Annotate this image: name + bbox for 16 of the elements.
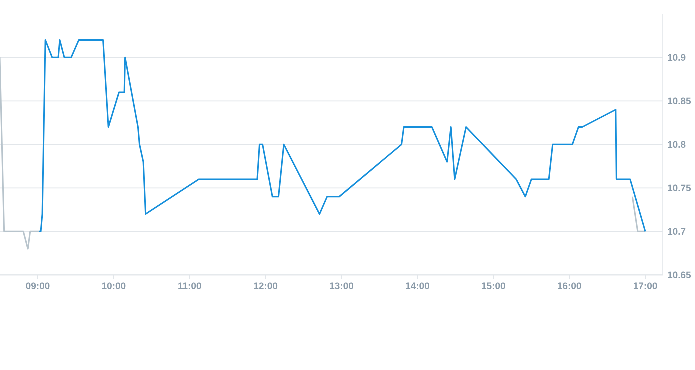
x-tick-label: 12:00	[254, 282, 278, 290]
x-tick-label: 09:00	[26, 282, 50, 290]
x-tick-label: 15:00	[482, 282, 506, 290]
x-tick-label: 17:00	[634, 282, 658, 290]
y-tick-label: 10.9	[668, 54, 686, 62]
y-tick-label: 10.75	[668, 184, 692, 192]
line-series	[38, 40, 646, 232]
x-tick-label: 16:00	[558, 282, 582, 290]
y-tick-label: 10.85	[668, 98, 692, 105]
x-tick-label: 11:00	[178, 282, 202, 290]
y-tick-label: 10.65	[668, 272, 692, 279]
x-tick-label: 10:00	[102, 282, 126, 290]
y-tick-label: 10.7	[668, 228, 686, 236]
x-tick-label: 14:00	[406, 282, 430, 290]
x-tick-label: 13:00	[330, 282, 354, 290]
y-tick-label: 10.8	[668, 141, 686, 148]
